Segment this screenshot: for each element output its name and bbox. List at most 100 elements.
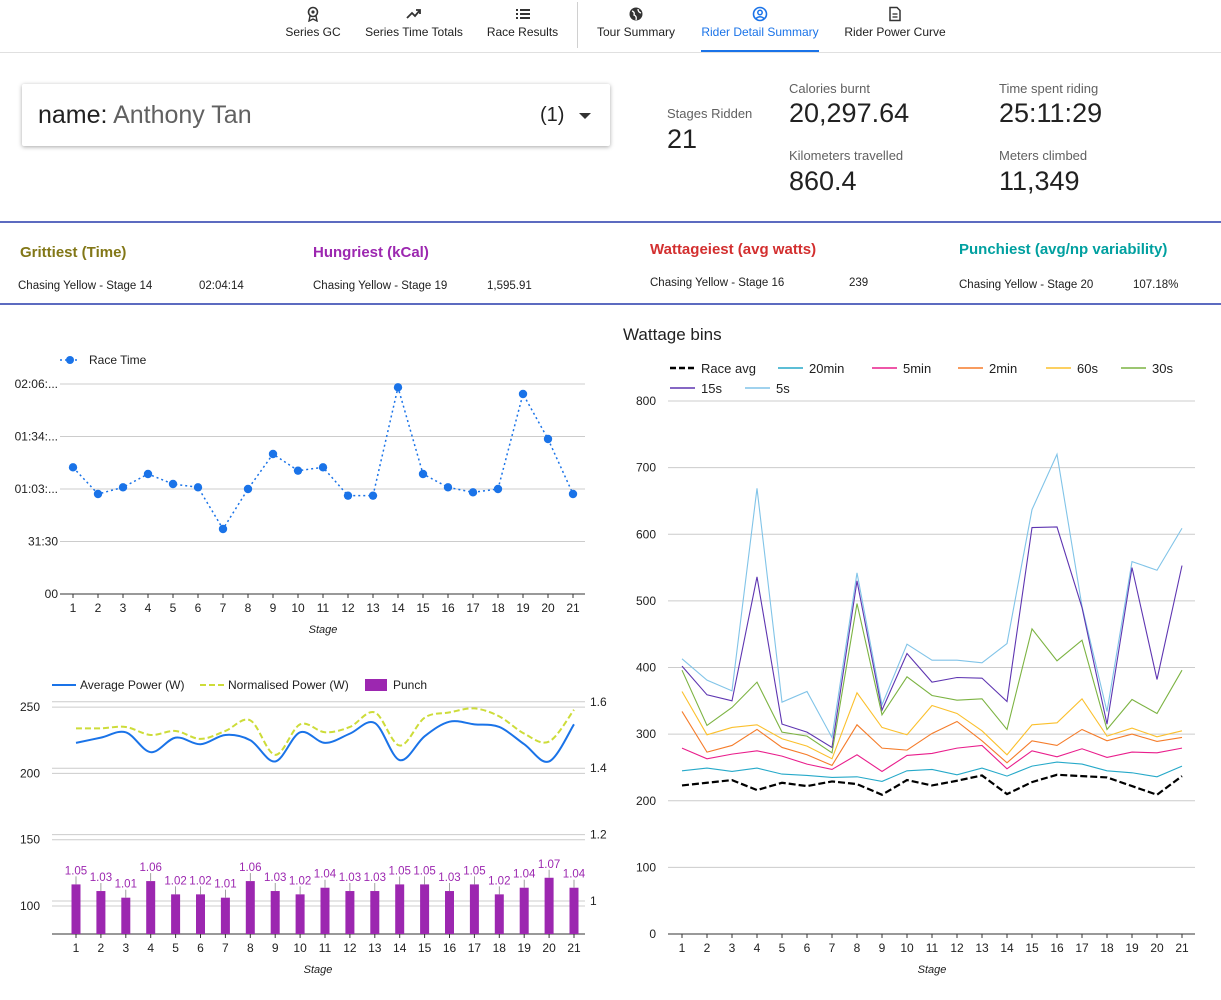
y-tick-label: 200	[20, 766, 40, 780]
x-tick-label: 2	[95, 601, 102, 615]
x-tick-label: 18	[493, 941, 507, 955]
tab-rider-power-curve[interactable]: Rider Power Curve	[840, 6, 950, 50]
bar-data-label: 1.03	[90, 872, 112, 884]
bar-data-label: 1.03	[264, 872, 286, 884]
bar-data-label: 1.02	[189, 875, 211, 887]
meters-climbed-value: 11,349	[999, 166, 1080, 196]
y-tick-label-right: 1	[590, 894, 597, 908]
selector-key: name	[38, 101, 101, 129]
legend-label: Normalised Power (W)	[228, 678, 349, 692]
data-point	[143, 469, 153, 479]
y-tick-label: 700	[636, 461, 656, 475]
bar-punch	[96, 891, 106, 934]
x-tick-label: 10	[900, 941, 914, 955]
x-tick-label: 12	[950, 941, 964, 955]
data-point	[393, 383, 403, 392]
x-tick-label: 21	[1175, 941, 1189, 955]
x-tick-label: 20	[542, 941, 556, 955]
data-point	[193, 483, 203, 492]
data-point	[443, 483, 453, 492]
tab-series-time-totals[interactable]: Series Time Totals	[362, 6, 466, 50]
tab-race-results[interactable]: Race Results	[485, 6, 560, 50]
data-point	[118, 483, 128, 492]
x-tick-label: 2	[98, 941, 105, 955]
x-tick-label: 8	[854, 941, 861, 955]
bar-data-label: 1.03	[364, 872, 386, 884]
y-tick-label: 800	[636, 394, 656, 408]
time-riding-label: Time spent riding	[999, 81, 1099, 96]
bar-data-label: 1.05	[389, 865, 411, 877]
x-tick-label: 1	[679, 941, 686, 955]
bar-data-label: 1.03	[339, 872, 361, 884]
highlight-title-hungriest: Hungriest (kCal)	[313, 244, 429, 261]
x-tick-label: 5	[779, 941, 786, 955]
tab-label: Rider Power Curve	[844, 25, 946, 39]
bar-data-label: 1.04	[563, 869, 586, 881]
bar-data-label: 1.01	[115, 879, 137, 891]
tab-rider-detail-summary[interactable]: Rider Detail Summary	[701, 6, 819, 52]
y-tick-label: 00	[45, 587, 59, 601]
highlight-stage: Chasing Yellow - Stage 20	[959, 279, 1094, 291]
x-tick-label: 9	[879, 941, 886, 955]
x-tick-label: 11	[319, 941, 332, 955]
data-point	[493, 484, 503, 494]
bar-data-label: 1.05	[413, 865, 435, 877]
x-tick-label: 4	[147, 941, 154, 955]
y-tick-label: 250	[20, 700, 40, 714]
highlight-value: 02:04:14	[199, 280, 244, 292]
legend-swatch	[365, 679, 387, 691]
x-tick-label: 11	[926, 941, 939, 955]
x-tick-label: 5	[172, 941, 179, 955]
legend-label: Average Power (W)	[80, 678, 184, 692]
x-tick-label: 3	[120, 601, 127, 615]
legend-label: Race Time	[89, 353, 147, 367]
series-line-race-avg	[681, 773, 1183, 796]
x-tick-label: 3	[729, 941, 736, 955]
power-chart: Average Power (W) Normalised Power (W) Pun…	[20, 678, 607, 976]
series-line-average-power	[75, 720, 575, 763]
bar-punch	[420, 884, 430, 934]
highlight-stage: Chasing Yellow - Stage 14	[18, 280, 153, 292]
legend-label: 30s	[1152, 361, 1173, 376]
x-tick-label: 6	[804, 941, 811, 955]
bar-punch	[270, 891, 280, 934]
bar-data-label: 1.07	[538, 859, 560, 871]
km-label: Kilometers travelled	[789, 148, 904, 163]
y-tick-label-right: 1.6	[590, 695, 607, 709]
legend-label: 5min	[903, 361, 931, 376]
tab-series-gc[interactable]: Series GC	[283, 6, 343, 50]
bar-punch	[295, 894, 305, 934]
top-nav: Series GC Series Time Totals Race Result…	[0, 0, 1221, 53]
time-riding-value: 25:11:29	[999, 98, 1103, 128]
chevron-down-icon[interactable]	[579, 113, 591, 119]
bar-data-label: 1.01	[214, 879, 236, 891]
rider-name-selector[interactable]: name: Anthony Tan (1)	[22, 84, 610, 146]
y-tick-label: 500	[636, 594, 656, 608]
x-tick-label: 11	[317, 601, 330, 615]
x-tick-label: 6	[197, 941, 204, 955]
highlight-title-wattageiest: Wattageiest (avg watts)	[650, 241, 817, 258]
data-point	[93, 489, 103, 499]
bar-punch	[220, 897, 230, 934]
y-tick-label: 01:34:...	[15, 430, 58, 444]
bar-punch	[395, 884, 405, 934]
legend-label: 5s	[776, 381, 790, 396]
bar-punch	[171, 894, 181, 934]
legend-label: 20min	[809, 361, 844, 376]
wattage-bins-chart: Race avg 20min 5min 2min 60s 30s 15s 5s 0 100 200 3…	[636, 361, 1195, 976]
highlight-title-punchiest: Punchiest (avg/np variability)	[959, 241, 1168, 258]
bar-punch	[544, 877, 554, 934]
x-tick-label: 16	[441, 601, 455, 615]
bar-punch	[71, 884, 81, 934]
x-tick-label: 18	[1100, 941, 1114, 955]
data-point	[468, 488, 478, 497]
highlight-stage: Chasing Yellow - Stage 19	[313, 280, 448, 292]
x-tick-label: 18	[491, 601, 505, 615]
tab-tour-summary[interactable]: Tour Summary	[594, 6, 678, 50]
data-point	[318, 463, 328, 472]
x-tick-label: 10	[291, 601, 305, 615]
km-value: 860.4	[789, 166, 857, 196]
x-tick-label: 4	[145, 601, 152, 615]
chart-title: Wattage bins	[623, 325, 722, 344]
x-tick-label: 12	[341, 601, 355, 615]
